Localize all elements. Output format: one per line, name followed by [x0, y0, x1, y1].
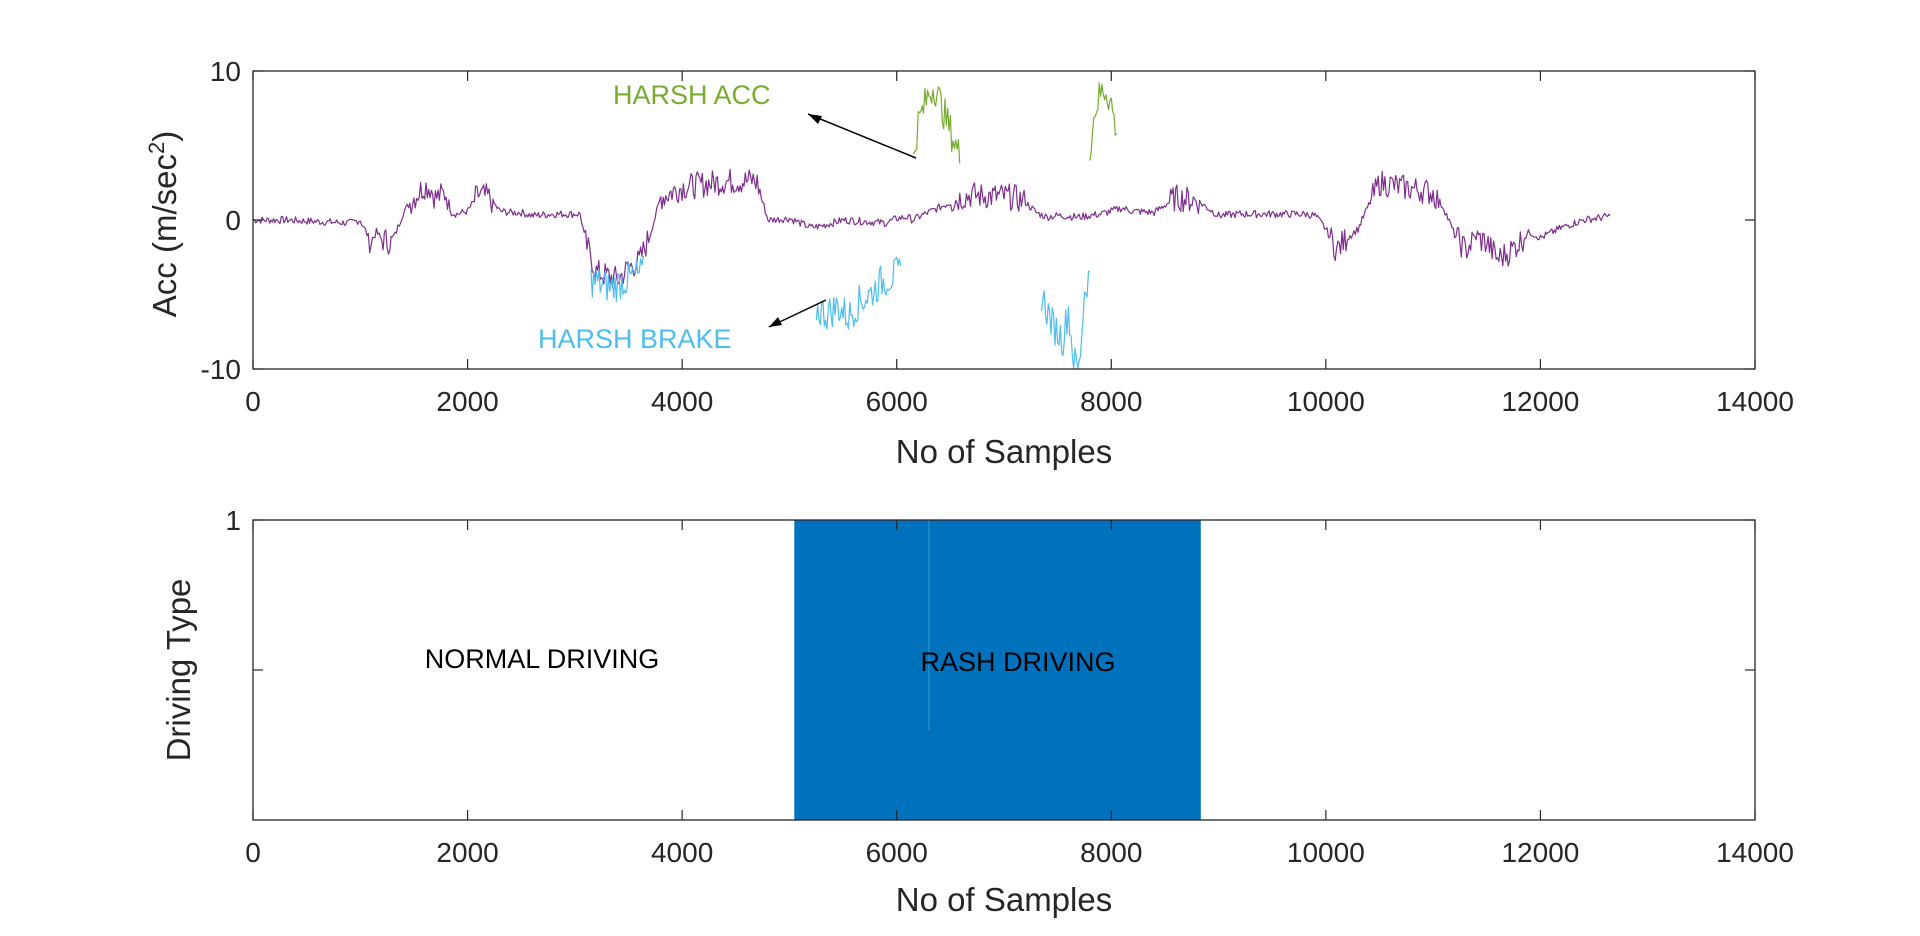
acceleration-y-label-close: ): [146, 131, 183, 142]
normal-driving-label: NORMAL DRIVING: [425, 644, 660, 674]
acceleration-xtick-label: 8000: [1080, 386, 1142, 417]
harsh-acc-arrow: [807, 113, 917, 159]
acceleration-line-1: [590, 256, 1091, 370]
acceleration-xtick-label: 2000: [436, 386, 498, 417]
driving-type-plot: 0 2000 4000 6000 8000 10000 12000 14000 1 NORMAL…: [160, 505, 1794, 918]
acceleration-plot-frame: [252, 70, 1756, 370]
driving-type-xtick-label: 4000: [651, 837, 713, 868]
acceleration-line-0: [252, 168, 1611, 289]
acceleration-line-2: [912, 82, 1118, 164]
acceleration-y-label-main: Acc (m/sec: [146, 154, 183, 317]
driving-type-xtick-label: 2000: [436, 837, 498, 868]
driving-type-x-axis-label: No of Samples: [896, 881, 1112, 918]
driving-type-xtick-label: 10000: [1287, 837, 1365, 868]
acceleration-xtick-label: 12000: [1501, 386, 1579, 417]
harsh-brake-arrowhead: [769, 317, 782, 327]
acceleration-x-axis-label: No of Samples: [896, 433, 1112, 470]
acceleration-ytick-label: 0: [225, 205, 241, 236]
acceleration-ytick-label: 10: [210, 56, 241, 87]
driving-type-xtick-label: 12000: [1501, 837, 1579, 868]
acceleration-xtick-label: 6000: [866, 386, 928, 417]
harsh-brake-annotation: HARSH BRAKE: [538, 324, 732, 354]
acceleration-ytick-label: -10: [201, 354, 241, 385]
acceleration-y-label-exponent: 2: [144, 142, 169, 154]
harsh-acc-arrowhead: [808, 114, 822, 124]
harsh-acc-annotation: HARSH ACC: [613, 80, 771, 110]
driving-type-xtick-label: 6000: [866, 837, 928, 868]
driving-type-xtick-label: 14000: [1716, 837, 1794, 868]
acceleration-xtick-label: 10000: [1287, 386, 1365, 417]
driving-type-xtick-label: 8000: [1080, 837, 1142, 868]
acceleration-xtick-label: 14000: [1716, 386, 1794, 417]
acceleration-series: [252, 82, 1611, 370]
rash-driving-label: RASH DRIVING: [920, 647, 1115, 677]
acceleration-xtick-label: 0: [245, 386, 261, 417]
acceleration-y-axis-label: Acc (m/sec2): [144, 131, 183, 317]
driving-type-ytick-label: 1: [225, 505, 241, 536]
driving-type-ticks: 0 2000 4000 6000 8000 10000 12000 14000 1: [225, 505, 1794, 868]
acceleration-xtick-label: 4000: [651, 386, 713, 417]
driving-type-xtick-label: 0: [245, 837, 261, 868]
driving-type-y-axis-label: Driving Type: [160, 579, 197, 762]
